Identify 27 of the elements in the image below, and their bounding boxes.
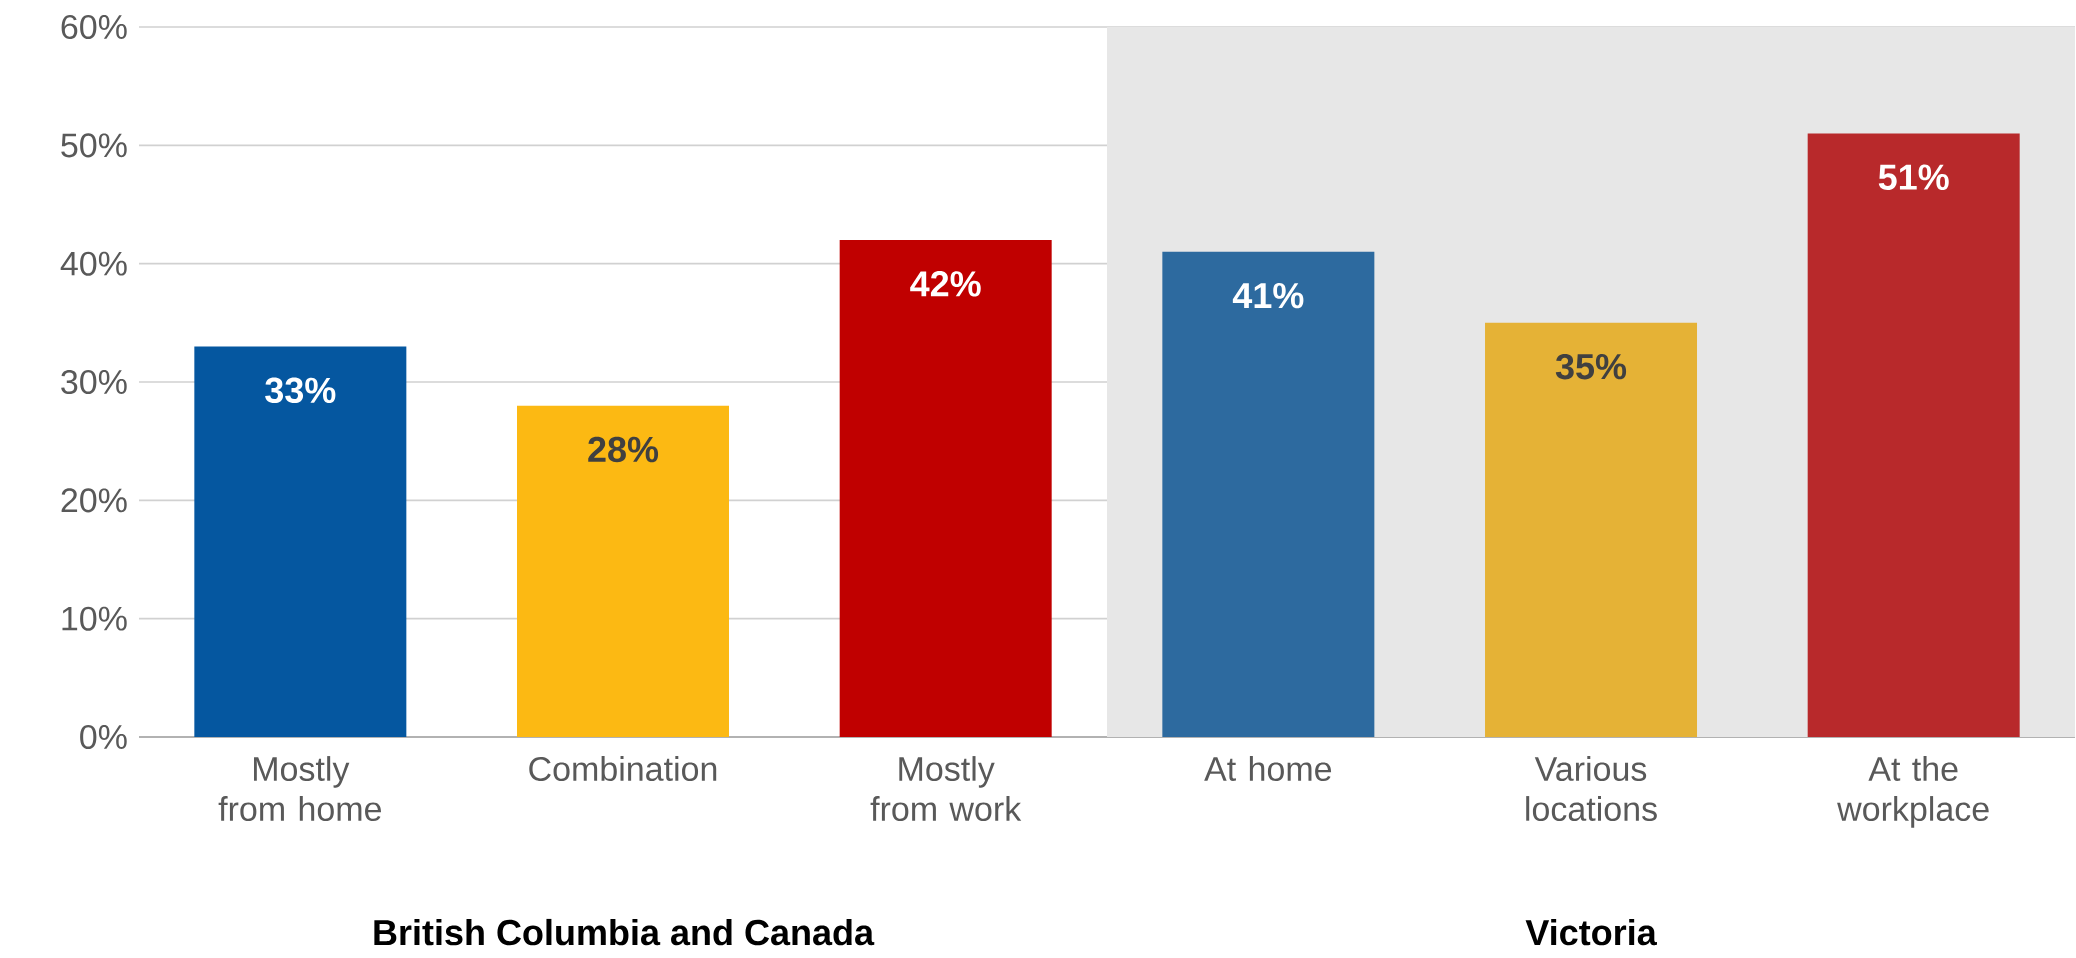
y-tick-label: 30% <box>61 369 127 395</box>
text: Victoria <box>1525 918 1657 946</box>
x-tick-label: At the workplace <box>1837 756 1989 828</box>
bar <box>194 346 407 737</box>
data-label: 51% <box>1878 164 1949 190</box>
bar <box>839 240 1052 737</box>
bar <box>1162 251 1375 737</box>
y-tick-label: 40% <box>60 251 127 276</box>
y-tick-label: 50% <box>61 133 127 158</box>
data-label: 41% <box>1232 282 1304 309</box>
y-tick-label: 60% <box>61 14 127 40</box>
y-tick-label: 20% <box>61 488 127 513</box>
y-tick-label: 0% <box>80 724 127 750</box>
text: British Columbia and Canada <box>374 918 875 946</box>
x-tick-label: Combination <box>529 756 717 782</box>
x-tick-label: At home <box>1204 756 1332 782</box>
x-tick-label: Mostly from work <box>870 756 1022 822</box>
bar <box>1485 322 1698 737</box>
y-tick-label: 10% <box>62 606 127 631</box>
x-tick-label: Mostly from home <box>218 756 382 822</box>
x-tick-label: Various locations <box>1526 756 1657 822</box>
data-label: 42% <box>910 271 981 297</box>
bar <box>517 405 730 737</box>
data-label: 35% <box>1555 353 1627 380</box>
data-label: 28% <box>588 436 659 463</box>
data-label: 33% <box>265 377 336 404</box>
bar <box>1807 133 2020 737</box>
